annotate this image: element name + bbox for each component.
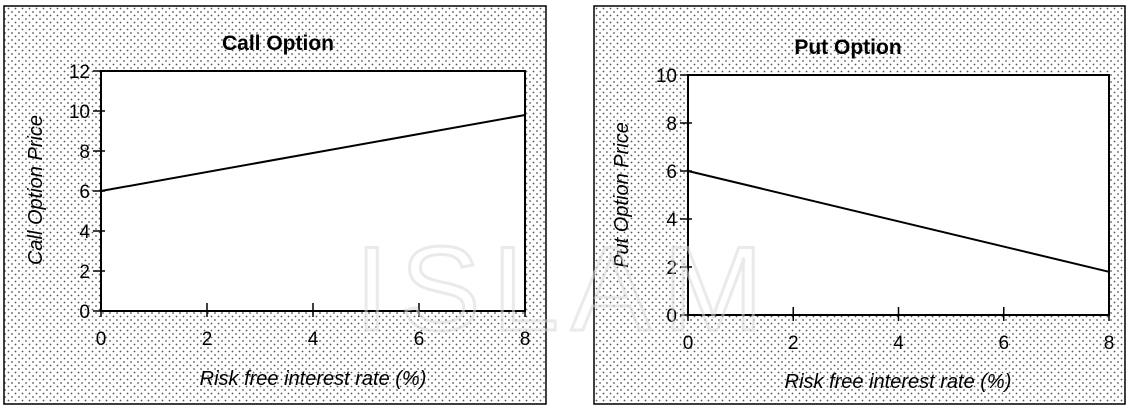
put-x-axis-label: Risk free interest rate (%): [785, 371, 1012, 393]
call-plot-area: [100, 70, 526, 312]
call-y-tick-label: 2: [79, 262, 90, 283]
call-y-tick-label: 6: [79, 182, 90, 203]
call-chart-title: Call Option: [222, 32, 334, 55]
put-y-axis-label: Put Option Price: [611, 122, 633, 268]
call-option-chart: Call Option Risk free interest rate (%) …: [3, 5, 547, 405]
call-series-line: [100, 114, 526, 192]
call-y-tick-label: 10: [69, 102, 90, 123]
call-x-tick-label: 8: [520, 329, 531, 350]
call-y-tick-label: 4: [79, 222, 90, 243]
put-option-chart: Put Option Risk free interest rate (%) P…: [593, 5, 1126, 405]
put-x-tick-label: 8: [1104, 333, 1115, 354]
put-plot-area: [687, 74, 1110, 316]
put-series-line: [687, 170, 1110, 273]
call-x-axis-label: Risk free interest rate (%): [200, 368, 427, 390]
put-y-tick-label: 4: [666, 210, 677, 231]
put-chart-title: Put Option: [794, 36, 901, 59]
put-y-tick-label: 10: [656, 66, 677, 87]
put-y-tick-label: 0: [666, 306, 677, 327]
call-x-tick-label: 2: [202, 329, 213, 350]
put-y-tick-label: 8: [666, 114, 677, 135]
put-y-tick-label: 2: [666, 258, 677, 279]
call-x-tick-label: 4: [308, 329, 319, 350]
call-x-tick-label: 0: [96, 329, 107, 350]
call-y-tick-label: 0: [79, 302, 90, 323]
put-x-tick-label: 6: [998, 333, 1009, 354]
call-x-tick-label: 6: [414, 329, 425, 350]
put-y-tick-label: 6: [666, 162, 677, 183]
call-y-tick-label: 12: [69, 62, 90, 83]
call-y-axis-label: Call Option Price: [25, 115, 47, 265]
watermark-logo: ISLAM: [355, 222, 775, 356]
call-chart-marks: 0 2 4 6 8 10 12 0 2 4 6 8: [69, 62, 530, 350]
put-x-tick-label: 2: [788, 333, 799, 354]
call-y-tick-label: 8: [79, 142, 90, 163]
put-x-tick-label: 0: [683, 333, 694, 354]
put-chart-marks: 0 2 4 6 8 10 0 2 4 6 8: [656, 66, 1114, 354]
put-x-tick-label: 4: [893, 333, 904, 354]
